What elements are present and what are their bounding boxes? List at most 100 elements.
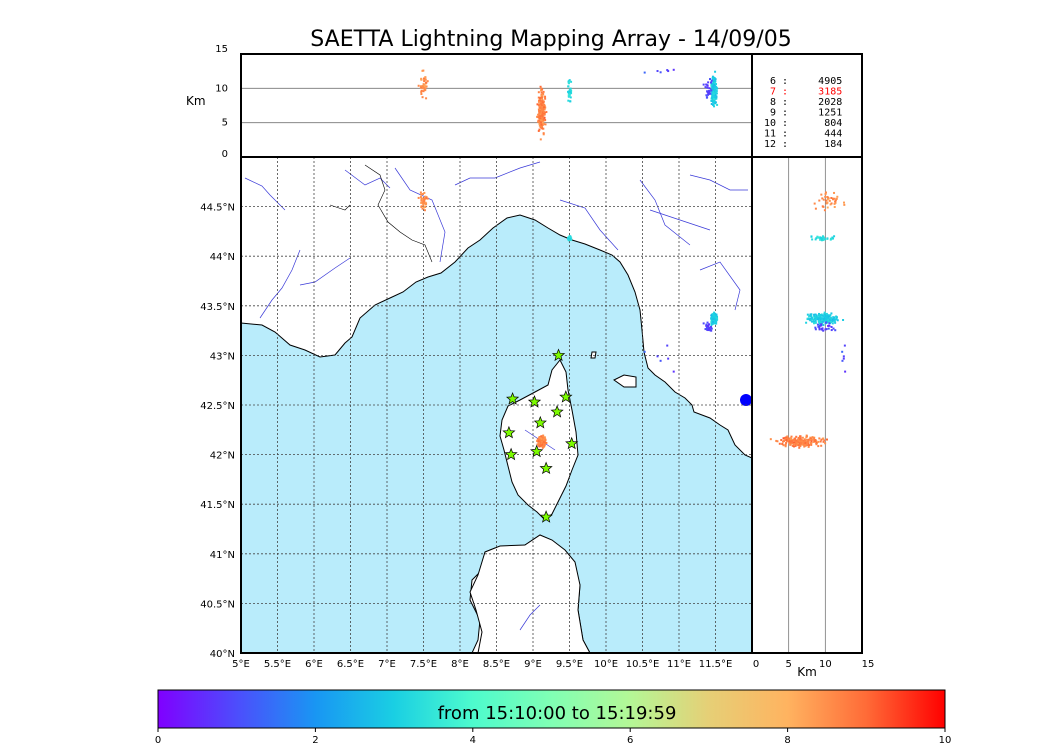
map-x-tick-label: 11°E <box>667 659 691 670</box>
map-x-tick-label: 8°E <box>451 659 469 670</box>
altitude-source-point <box>706 91 709 94</box>
altitude-source-point <box>708 90 711 93</box>
side-source-point <box>832 316 835 319</box>
map-x-tick-label: 6°E <box>305 659 323 670</box>
lake-marker <box>740 394 752 406</box>
side-source-point <box>811 238 814 241</box>
side-source-point <box>809 438 812 441</box>
side-source-point <box>793 443 796 446</box>
lightning-source-point <box>540 437 543 440</box>
map-y-tick-label: 40.5°N <box>200 599 235 610</box>
lightning-source-point <box>716 317 719 320</box>
colorbar-tick-label: 0 <box>155 735 161 746</box>
side-source-point <box>831 320 834 323</box>
side-source-point <box>830 196 833 199</box>
lightning-source-point <box>426 197 429 200</box>
side-source-point <box>824 191 827 194</box>
side-source-point <box>825 199 828 202</box>
side-source-point <box>810 443 813 446</box>
lightning-source-point <box>704 328 707 331</box>
altitude-source-point <box>713 79 716 82</box>
altitude-source-point <box>702 83 705 86</box>
altitude-source-point <box>425 85 428 88</box>
side-source-point <box>808 315 811 318</box>
lightning-source-point <box>538 443 541 446</box>
side-source-point <box>799 443 802 446</box>
lightning-source-point <box>420 201 423 204</box>
side-source-point <box>809 436 812 439</box>
station-star-icon <box>529 444 544 458</box>
side-source-point <box>813 313 816 316</box>
side-source-point <box>821 317 824 320</box>
lightning-source-point <box>542 443 545 446</box>
altitude-source-point <box>539 96 542 99</box>
altitude-source-point <box>537 108 540 111</box>
altitude-source-point <box>711 87 714 90</box>
lightning-source-point <box>537 443 540 446</box>
side-source-point <box>828 324 831 327</box>
side-source-point <box>822 329 825 332</box>
side-source-point <box>828 318 831 321</box>
altitude-source-point <box>712 76 715 79</box>
altitude-tick-label: 10 <box>215 83 228 94</box>
side-source-point <box>809 442 812 445</box>
sardinia-island <box>469 534 591 653</box>
side-source-point <box>818 199 821 202</box>
lightning-source-point <box>706 324 709 327</box>
side-source-point <box>830 202 833 205</box>
colorbar-tick-label: 8 <box>784 735 790 746</box>
side-source-point <box>820 318 823 321</box>
side-panel: 0 5 10 15 Km <box>751 156 874 679</box>
side-source-point <box>824 328 827 331</box>
side-source-point <box>826 201 829 204</box>
lightning-source-point <box>422 203 425 206</box>
side-source-point <box>781 442 784 445</box>
lightning-source-point <box>423 209 426 212</box>
altitude-source-point <box>426 80 429 83</box>
altitude-source-point <box>568 89 571 92</box>
altitude-source-point <box>707 92 710 95</box>
side-source-point <box>826 206 829 209</box>
side-source-point <box>825 328 828 331</box>
altitude-source-point <box>710 93 713 96</box>
altitude-source-point <box>539 85 542 88</box>
lightning-source-point <box>714 322 717 325</box>
side-source-point <box>817 440 820 443</box>
side-source-point <box>790 439 793 442</box>
lightning-source-point <box>713 312 716 315</box>
side-source-point <box>815 442 818 445</box>
side-source-point <box>801 436 804 439</box>
side-source-point <box>825 315 828 318</box>
altitude-source-point <box>421 85 424 88</box>
side-source-point <box>794 440 797 443</box>
side-source-point <box>793 439 796 442</box>
side-source-point <box>810 318 813 321</box>
lightning-source-point <box>570 237 573 240</box>
lightning-source-point <box>543 438 546 441</box>
side-source-point <box>810 314 813 317</box>
side-source-point <box>827 324 830 327</box>
station-star-icon <box>539 461 553 475</box>
altitude-source-point <box>421 96 424 99</box>
side-source-point <box>843 344 846 347</box>
side-source-point <box>786 435 789 438</box>
lightning-source-point <box>712 312 715 315</box>
lightning-source-point <box>544 439 547 442</box>
altitude-source-point <box>715 87 718 90</box>
lightning-source-point <box>421 201 424 204</box>
altitude-source-point <box>705 96 708 99</box>
side-source-point <box>799 444 802 447</box>
altitude-source-point <box>567 82 570 85</box>
lightning-source-point <box>421 198 424 201</box>
altitude-source-point <box>540 91 543 94</box>
side-source-point <box>796 442 799 445</box>
side-source-point <box>826 196 829 199</box>
side-source-point <box>830 325 833 328</box>
altitude-source-point <box>567 94 570 97</box>
altitude-source-point <box>538 103 541 106</box>
side-source-point <box>820 438 823 441</box>
side-source-point <box>810 317 813 320</box>
map-x-tick-label: 5°E <box>232 659 250 670</box>
altitude-source-point <box>715 90 718 93</box>
